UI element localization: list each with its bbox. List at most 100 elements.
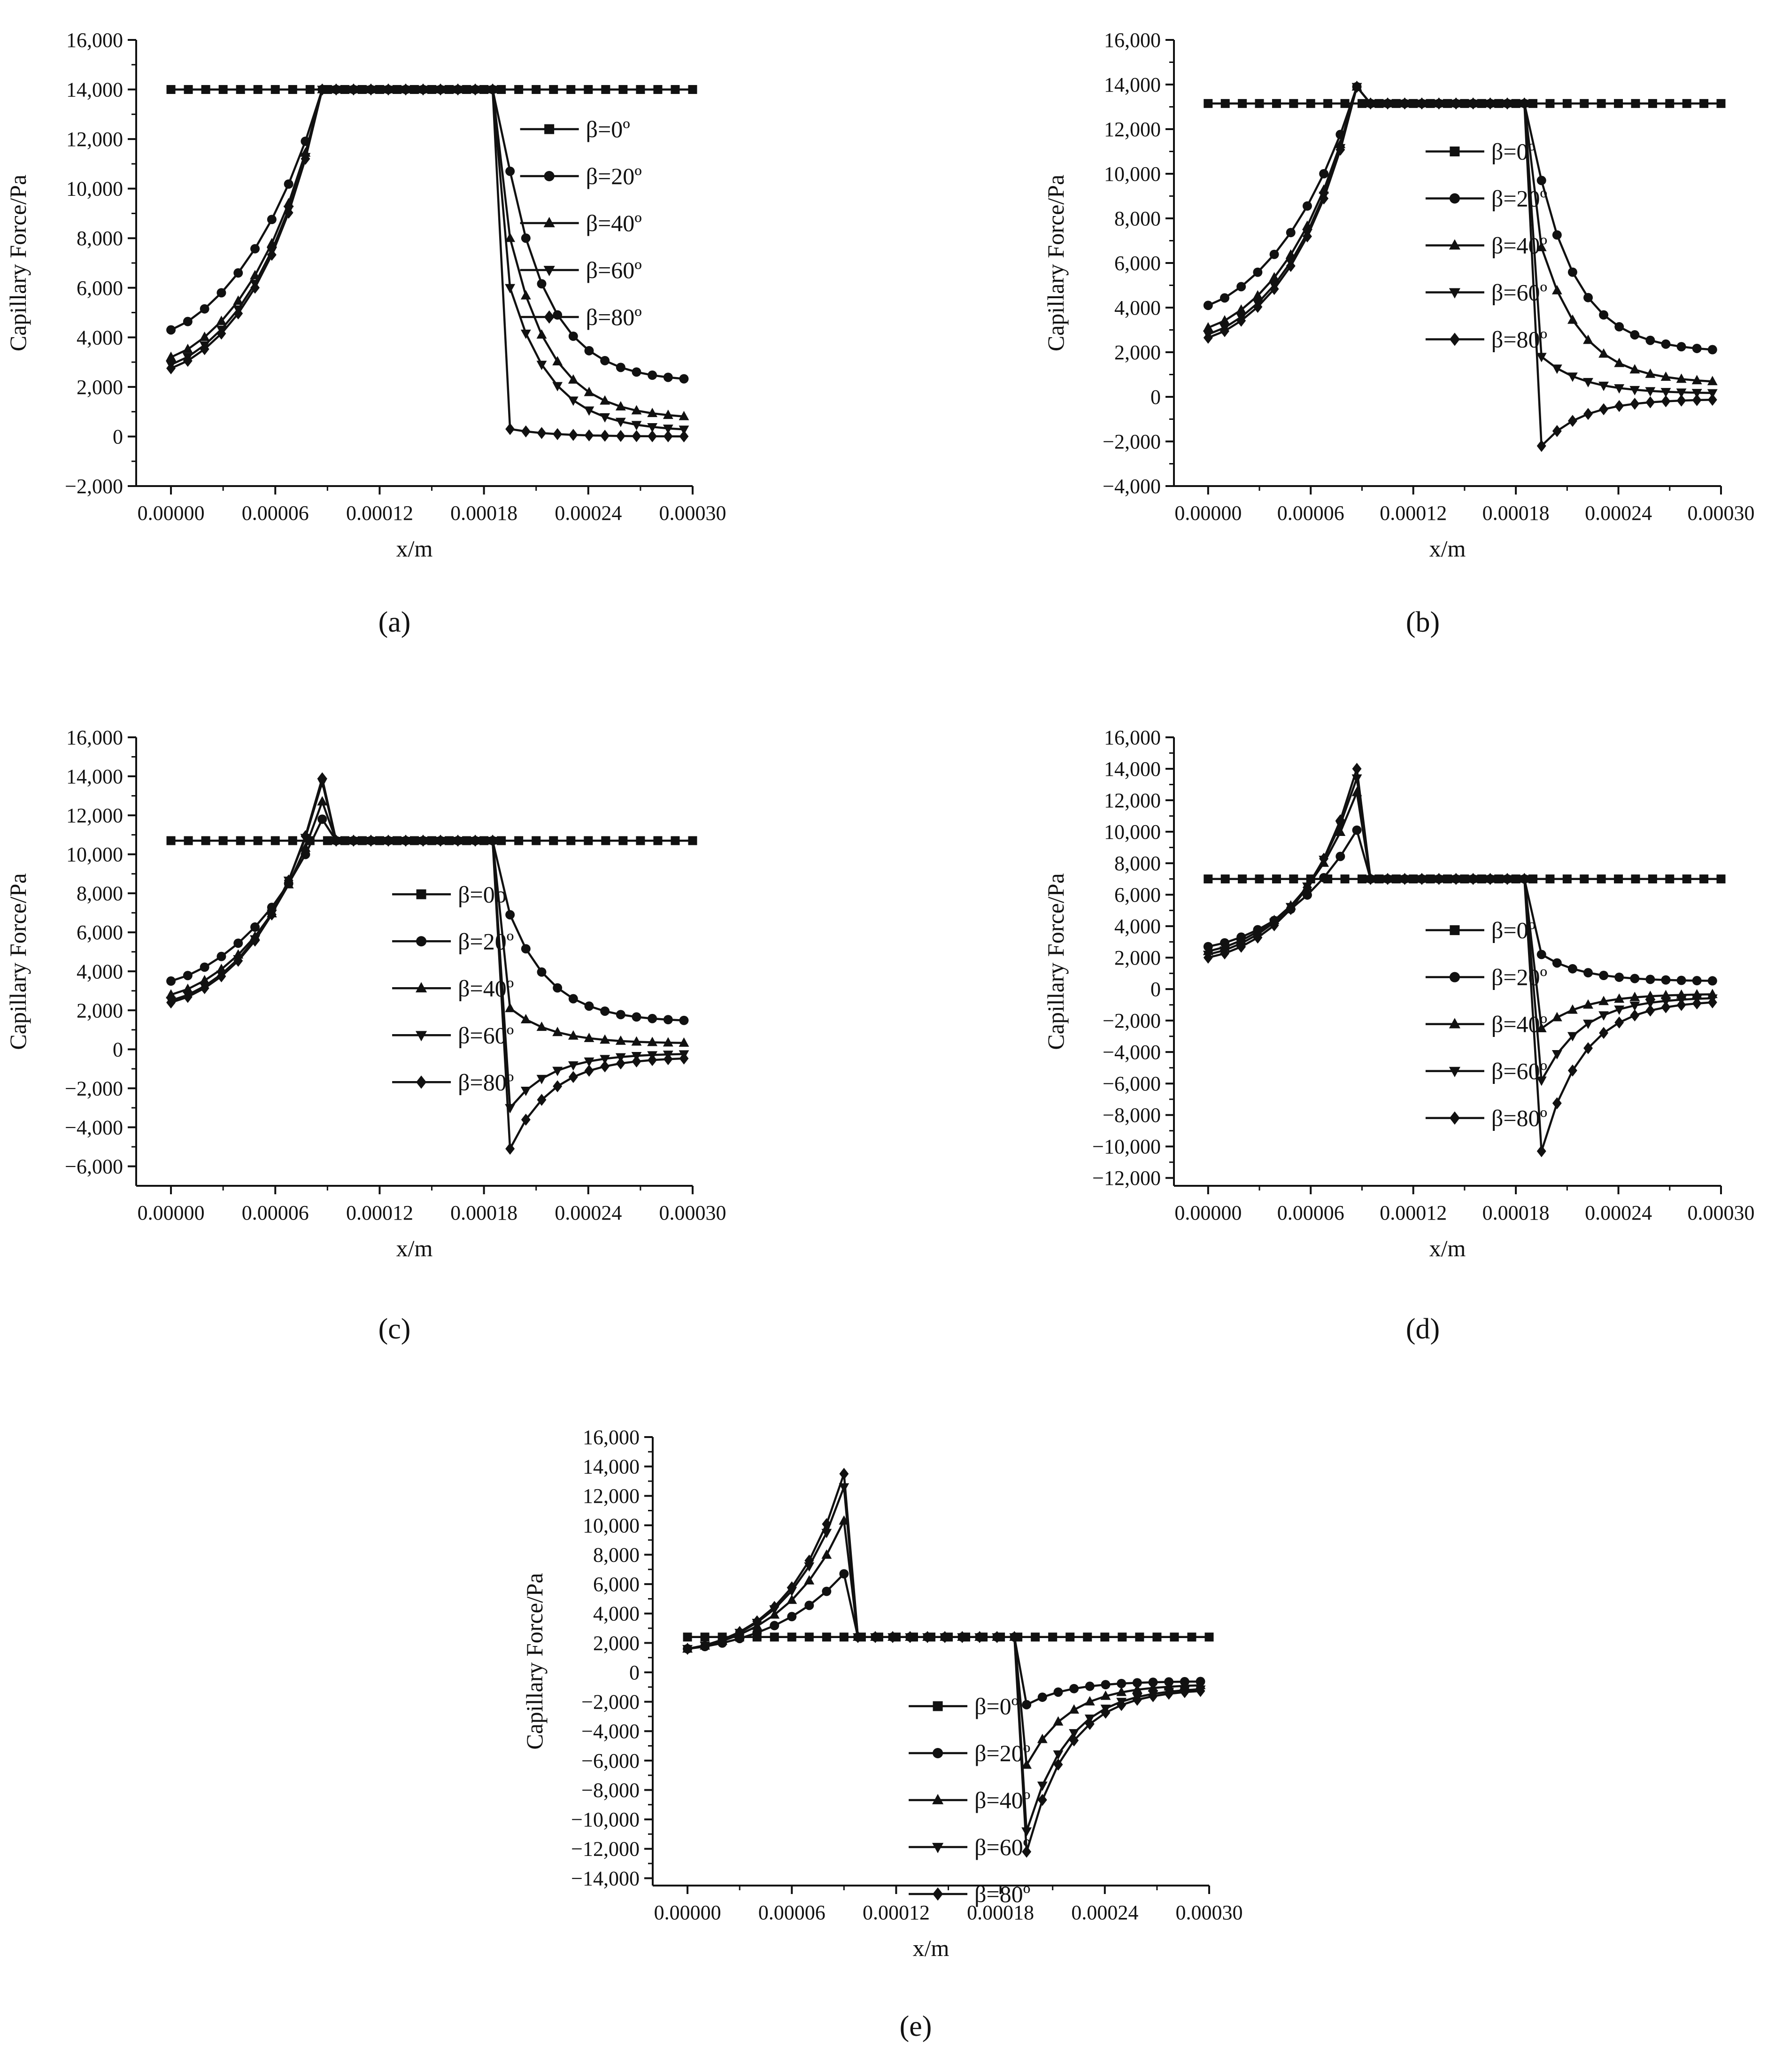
data-point	[1567, 415, 1577, 427]
data-point	[505, 166, 515, 176]
y-tick-label: −2,000	[65, 475, 123, 498]
data-point	[688, 836, 697, 845]
data-point	[615, 401, 626, 410]
data-point	[1085, 1681, 1095, 1691]
legend-label: β=0º	[1491, 139, 1536, 165]
data-point	[1567, 1032, 1578, 1042]
y-tick-label: 14,000	[1104, 73, 1161, 96]
x-tick-label: 0.00000	[1174, 1201, 1242, 1224]
data-point	[601, 85, 610, 94]
data-point	[1536, 440, 1546, 452]
data-point	[600, 430, 610, 442]
data-point	[383, 83, 393, 96]
x-tick-label: 0.00012	[346, 1201, 413, 1224]
data-point	[787, 1581, 797, 1593]
data-point	[566, 85, 576, 94]
x-tick-label: 0.00030	[1176, 1901, 1243, 1924]
data-point	[618, 85, 628, 94]
data-point	[1614, 384, 1625, 394]
legend-label: β=60º	[1491, 279, 1547, 306]
data-point	[300, 842, 311, 852]
data-point	[600, 1034, 610, 1044]
data-point	[1536, 1023, 1547, 1032]
data-point	[1434, 873, 1444, 885]
data-point	[1528, 874, 1538, 884]
data-point	[1335, 827, 1346, 836]
data-point	[940, 1631, 950, 1643]
data-point	[505, 423, 515, 435]
data-point	[584, 429, 594, 441]
data-point	[521, 425, 531, 438]
data-point	[1319, 873, 1329, 882]
y-tick-label: 12,000	[583, 1484, 640, 1508]
y-tick-label: 8,000	[77, 882, 123, 905]
data-point	[1536, 1076, 1547, 1086]
data-point	[1434, 97, 1444, 110]
data-point	[1219, 315, 1230, 325]
data-point	[497, 836, 506, 845]
data-point	[671, 836, 680, 845]
data-point	[348, 835, 358, 847]
data-point	[568, 396, 579, 406]
data-point	[1580, 874, 1589, 884]
data-point	[1238, 874, 1247, 884]
data-point	[1631, 874, 1640, 884]
data-point	[648, 370, 657, 380]
data-point	[1614, 874, 1623, 884]
data-point	[584, 1001, 594, 1011]
data-point	[1661, 395, 1671, 408]
data-point	[537, 279, 547, 289]
data-point	[1645, 1004, 1655, 1017]
data-point	[1236, 941, 1246, 953]
data-point	[288, 85, 297, 94]
data-point	[1048, 1632, 1057, 1642]
data-point	[1707, 345, 1717, 355]
legend-label: β=0º	[974, 1693, 1019, 1719]
data-point	[1707, 996, 1717, 1009]
data-point	[679, 1037, 689, 1047]
data-point	[453, 83, 463, 96]
data-point	[1614, 357, 1625, 367]
data-point	[532, 836, 541, 845]
data-point	[199, 332, 210, 341]
data-point	[182, 343, 193, 353]
data-point	[1335, 814, 1345, 827]
data-point	[1255, 99, 1264, 108]
data-point	[1203, 332, 1213, 344]
data-point	[804, 1600, 814, 1610]
data-point	[957, 1631, 967, 1643]
data-point	[1614, 993, 1625, 1003]
data-point	[679, 1015, 689, 1025]
data-point	[683, 1632, 692, 1642]
panel-caption: (b)	[1406, 606, 1440, 638]
data-point	[549, 836, 558, 845]
y-tick-label: 6,000	[77, 921, 123, 944]
y-tick-label: 8,000	[593, 1543, 640, 1566]
data-point	[497, 85, 506, 94]
legend-marker	[544, 170, 555, 182]
legend-label: β=80º	[1491, 326, 1547, 353]
data-point	[1302, 230, 1312, 243]
y-tick-label: 2,000	[1114, 946, 1161, 969]
legend-label: β=40º	[1491, 1011, 1547, 1037]
legend: β=0º β=20º β=40º β=60º β=80º	[1425, 139, 1547, 353]
data-point	[631, 1036, 642, 1046]
y-tick-label: 0	[629, 1661, 640, 1684]
data-point	[1583, 378, 1593, 387]
y-tick-label: 12,000	[66, 128, 123, 151]
data-point	[218, 836, 228, 845]
data-point	[568, 1061, 579, 1071]
data-point	[436, 835, 446, 847]
data-point	[505, 910, 515, 920]
data-point	[1236, 304, 1247, 314]
data-point	[1132, 1684, 1142, 1694]
y-tick-label: 6,000	[1114, 883, 1161, 906]
x-axis-title: x/m	[396, 1235, 433, 1261]
series-beta-80	[1203, 80, 1717, 452]
data-point	[615, 417, 626, 427]
data-point	[216, 327, 226, 340]
data-point	[317, 796, 328, 806]
x-tick-label: 0.00000	[138, 1201, 205, 1224]
data-point	[663, 410, 673, 419]
data-point	[1053, 1750, 1064, 1760]
